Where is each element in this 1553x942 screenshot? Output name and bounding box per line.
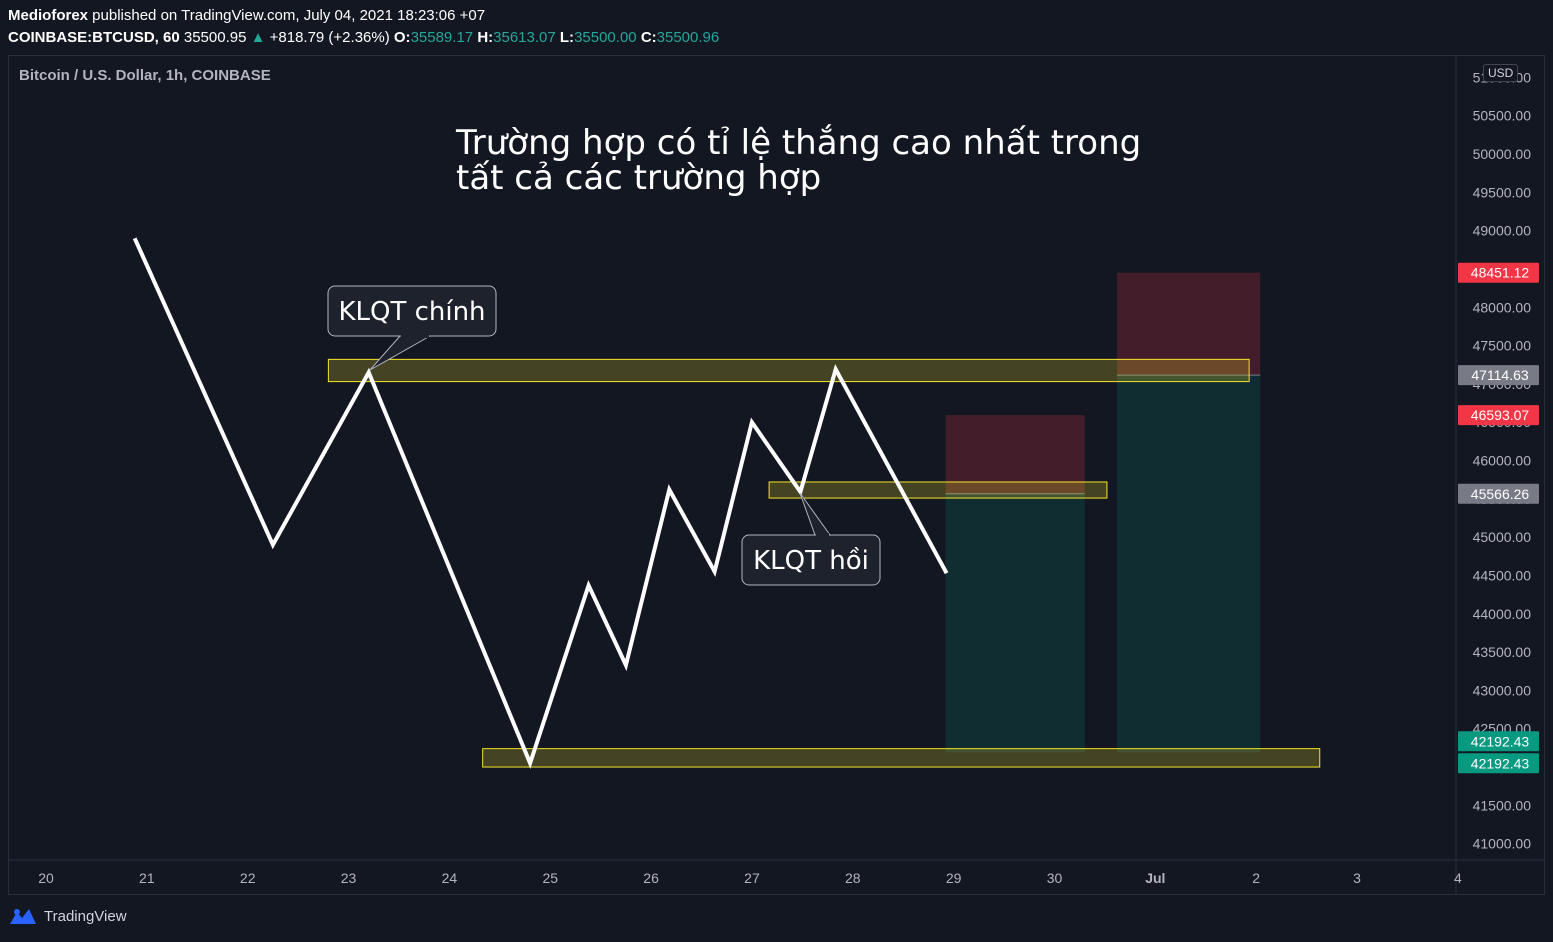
publish-info: Medioforex published on TradingView.com,… bbox=[8, 7, 485, 24]
time-tick-label: 3 bbox=[1353, 870, 1361, 886]
time-tick-label: 22 bbox=[240, 870, 256, 886]
up-arrow-icon: ▲ bbox=[250, 29, 266, 46]
take-profit-zone[interactable] bbox=[945, 493, 1085, 753]
price-tick-label: 49000.00 bbox=[1473, 223, 1532, 239]
chart-frame[interactable] bbox=[8, 55, 1545, 895]
publish-details: published on TradingView.com, July 04, 2… bbox=[88, 7, 486, 24]
open-label: O: bbox=[393, 29, 411, 46]
symbol-label: COINBASE:BTCUSD, 60 bbox=[8, 29, 180, 46]
time-tick-label: Jul bbox=[1145, 870, 1165, 886]
price-tick-label: 41500.00 bbox=[1473, 797, 1532, 813]
price-label-value: 42192.43 bbox=[1471, 755, 1530, 771]
time-tick-label: 20 bbox=[38, 870, 54, 886]
price-label-tag bbox=[1458, 753, 1539, 774]
time-tick-label: 23 bbox=[341, 870, 357, 886]
high-label: H: bbox=[477, 29, 494, 46]
price-tick-label: 41000.00 bbox=[1473, 836, 1532, 852]
price-tick-label: 44500.00 bbox=[1473, 567, 1532, 583]
price-tick-label: 43500.00 bbox=[1473, 644, 1532, 660]
price-tick-label: 47500.00 bbox=[1473, 338, 1532, 354]
key-level-zone[interactable] bbox=[482, 748, 1321, 768]
callout-pullback-label: KLQT hồi bbox=[753, 546, 869, 576]
time-tick-label: 29 bbox=[946, 870, 962, 886]
time-tick-label: 26 bbox=[643, 870, 659, 886]
time-tick-label: 4 bbox=[1454, 870, 1462, 886]
ohlc-line: COINBASE:BTCUSD, 60 35500.95 ▲ +818.79 (… bbox=[8, 29, 719, 46]
price-label-tag bbox=[1458, 731, 1539, 752]
price-label-value: 46593.07 bbox=[1471, 407, 1530, 423]
last-price: 35500.95 bbox=[179, 29, 251, 46]
stop-loss-zone[interactable] bbox=[1117, 272, 1261, 376]
chart-title: Bitcoin / U.S. Dollar, 1h, COINBASE bbox=[19, 67, 271, 84]
price-tick-label: 46000.00 bbox=[1473, 453, 1532, 469]
time-tick-label: 24 bbox=[442, 870, 458, 886]
open-value: 35589.17 bbox=[410, 29, 474, 46]
price-label-tag bbox=[1458, 483, 1539, 504]
callout-pullback-joint bbox=[816, 533, 829, 537]
key-level-zone[interactable] bbox=[768, 481, 1108, 499]
callout-main-joint bbox=[401, 334, 429, 338]
price-tick-label: 49500.00 bbox=[1473, 184, 1532, 200]
take-profit-zone[interactable] bbox=[1117, 375, 1261, 753]
price-label-value: 47114.63 bbox=[1471, 367, 1529, 383]
price-label-value: 45566.26 bbox=[1471, 486, 1530, 502]
time-tick-label: 27 bbox=[744, 870, 760, 886]
price-label-value: 48451.12 bbox=[1471, 265, 1530, 281]
low-value: 35500.00 bbox=[574, 29, 637, 46]
callout-main-label: KLQT chính bbox=[338, 297, 485, 327]
footer: TradingView bbox=[8, 906, 127, 926]
price-change: +818.79 (+2.36%) bbox=[269, 29, 390, 46]
stop-loss-zone[interactable] bbox=[945, 415, 1085, 494]
price-tick-label: 43000.00 bbox=[1473, 682, 1532, 698]
price-tick-label: 50000.00 bbox=[1473, 146, 1532, 162]
tradingview-brand[interactable]: TradingView bbox=[44, 907, 127, 925]
callout-main-pointer bbox=[369, 335, 431, 371]
annotation-text-line-2: tất cả các trường hợp bbox=[456, 158, 821, 198]
time-tick-label: 30 bbox=[1047, 870, 1063, 886]
time-tick-label: 2 bbox=[1252, 870, 1260, 886]
price-label-tag bbox=[1458, 365, 1539, 386]
price-tick-label: 50500.00 bbox=[1473, 108, 1532, 124]
high-value: 35613.07 bbox=[493, 29, 556, 46]
annotation-text-line-1: Trường hợp có tỉ lệ thắng cao nhất trong bbox=[455, 123, 1141, 163]
currency-button[interactable]: USD bbox=[1483, 64, 1519, 82]
callout-pullback-pointer bbox=[799, 492, 831, 536]
time-tick-label: 25 bbox=[542, 870, 558, 886]
price-tick-label: 48000.00 bbox=[1473, 299, 1532, 315]
price-label-tag bbox=[1458, 405, 1539, 426]
time-tick-label: 28 bbox=[845, 870, 861, 886]
author-name[interactable]: Medioforex bbox=[8, 7, 89, 24]
key-level-zone[interactable] bbox=[327, 358, 1250, 383]
time-tick-label: 21 bbox=[139, 870, 155, 886]
price-label-value: 42192.43 bbox=[1471, 733, 1530, 749]
close-label: C: bbox=[640, 29, 657, 46]
close-value: 35500.96 bbox=[656, 29, 720, 46]
callout-pullback-box[interactable] bbox=[741, 534, 881, 586]
price-tick-label: 44000.00 bbox=[1473, 606, 1532, 622]
price-label-tag bbox=[1458, 262, 1539, 283]
tradingview-logo-icon[interactable] bbox=[8, 906, 38, 926]
price-path-line[interactable] bbox=[132, 237, 949, 769]
price-tick-label: 45000.00 bbox=[1473, 529, 1532, 545]
low-label: L: bbox=[559, 29, 575, 46]
